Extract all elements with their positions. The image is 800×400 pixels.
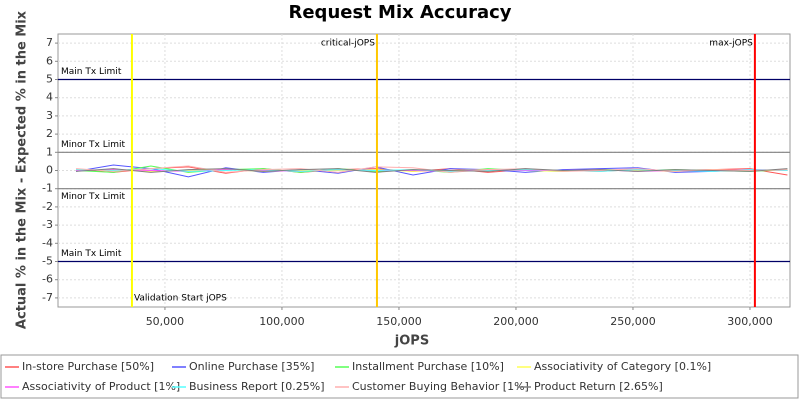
x-tick-label: 300,000 xyxy=(727,315,773,328)
y-tick-label: 7 xyxy=(46,36,53,49)
y-tick-label: -6 xyxy=(42,273,53,286)
legend-label: Customer Buying Behavior [1%] xyxy=(352,380,529,393)
y-tick-label: 0 xyxy=(46,164,53,177)
x-tick-label: 100,000 xyxy=(259,315,305,328)
y-tick-label: -2 xyxy=(42,200,53,213)
x-tick-label: 250,000 xyxy=(610,315,656,328)
y-tick-label: 1 xyxy=(46,145,53,158)
x-tick-label: 200,000 xyxy=(493,315,539,328)
x-tick-label: 150,000 xyxy=(376,315,422,328)
legend-label: Associativity of Category [0.1%] xyxy=(534,360,711,373)
y-tick-label: -7 xyxy=(42,291,53,304)
limit-label: Main Tx Limit xyxy=(61,67,122,77)
legend-label: Online Purchase [35%] xyxy=(189,360,314,373)
marker-label: Validation Start jOPS xyxy=(134,294,227,304)
y-tick-label: -1 xyxy=(42,182,53,195)
y-tick-label: 5 xyxy=(46,73,53,86)
limit-label: Minor Tx Limit xyxy=(61,140,126,150)
y-tick-label: -5 xyxy=(42,255,53,268)
y-tick-label: -4 xyxy=(42,236,53,249)
y-tick-label: 2 xyxy=(46,127,53,140)
y-tick-label: 4 xyxy=(46,91,53,104)
series-line xyxy=(75,168,788,173)
legend-label: Product Return [2.65%] xyxy=(534,380,663,393)
legend-label: In-store Purchase [50%] xyxy=(22,360,154,373)
marker-label: critical-jOPS xyxy=(321,39,375,49)
legend-label: Business Report [0.25%] xyxy=(189,380,325,393)
y-tick-label: -3 xyxy=(42,218,53,231)
y-axis-title: Actual % in the Mix - Expected % in the … xyxy=(15,10,30,329)
limit-label: Minor Tx Limit xyxy=(61,192,126,202)
x-tick-label: 50,000 xyxy=(146,315,185,328)
y-tick-label: 3 xyxy=(46,109,53,122)
y-tick-label: 6 xyxy=(46,54,53,67)
chart-title: Request Mix Accuracy xyxy=(288,2,511,23)
legend xyxy=(0,354,799,399)
legend-label: Associativity of Product [1%] xyxy=(22,380,180,393)
marker-label: max-jOPS xyxy=(709,39,753,49)
limit-label: Main Tx Limit xyxy=(61,249,122,259)
legend-label: Installment Purchase [10%] xyxy=(352,360,504,373)
x-axis-title: jOPS xyxy=(394,334,429,349)
